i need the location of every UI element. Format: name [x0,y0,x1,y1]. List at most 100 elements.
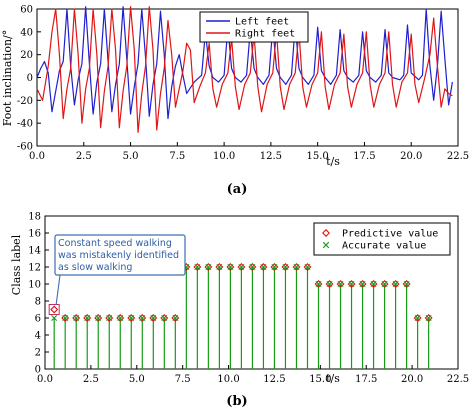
predictive-marker [325,280,334,288]
legend-label-1: Right feet [235,29,295,40]
accurate-marker [106,315,113,321]
x-tick-label: 17.5 [355,374,377,385]
predictive-marker [204,263,213,271]
x-tick-label: 20.0 [400,151,422,162]
predictive-marker [424,314,433,322]
predictive-marker [72,314,81,322]
panel-b: 0.0 2.5 5.0 7.5 10.0 12.5 15.0 17.5 20.0 22.5 0 2 4 6… [10,212,469,410]
predictive-marker [160,314,169,322]
predictive-marker [303,263,312,271]
accurate-marker [216,264,223,270]
accurate-marker [84,315,91,321]
y-tick-label: 2 [35,348,41,359]
legend-label-0: Left feet [235,17,289,28]
y-tick-label: 16 [28,229,41,240]
predictive-marker [105,314,114,322]
predictive-marker [94,314,103,322]
annotation-text-line: was mistakenly identified [58,250,179,261]
predictive-marker [83,314,92,322]
y-tick-label: 10 [28,280,41,291]
predictive-marker [61,314,70,322]
y-tick-label: 60 [20,5,33,16]
predictive-marker [259,263,268,271]
accurate-marker [392,281,399,287]
x-tick-label: 5.0 [123,151,139,162]
annotation-text-line: as slow walking [58,262,132,273]
y-tick-label: 4 [35,331,41,342]
legend-box [313,222,451,256]
accurate-marker [260,264,267,270]
accurate-marker [414,315,421,321]
y-tick-label: -20 [17,96,33,107]
accurate-marker [161,315,168,321]
y-tick-label: 6 [35,314,41,325]
accurate-marker [403,281,410,287]
accurate-marker [271,264,278,270]
accurate-marker [117,315,124,321]
y-tick-label: 40 [20,27,33,38]
annotation-text-line: Constant speed walking [58,238,172,249]
predictive-marker [171,314,180,322]
x-tick-label: 22.5 [447,151,469,162]
legend-box [199,11,309,43]
accurate-marker [282,264,289,270]
x-axis-label: t/s [326,372,340,385]
accurate-marker [425,315,432,321]
x-axis-label: t/s [326,155,340,168]
plot-frame [44,215,459,370]
predictive-marker [237,263,246,271]
accurate-marker [194,264,201,270]
y-tick-label: 12 [28,263,41,274]
y-tick-label: 14 [28,246,41,257]
legend-marker-predictive [322,229,330,237]
predictive-marker [193,263,202,271]
annotation-target-box [48,304,60,315]
panel-a: 0.0 2.5 5.0 7.5 10.0 12.5 15.0 17.5 20.0 22.5 -60 -… [1,5,469,198]
predictive-marker [314,280,323,288]
x-tick-label: 10.0 [217,374,239,385]
y-tick-label: 18 [28,212,41,223]
y-tick-label: 0 [35,365,41,376]
accurate-marker [304,264,311,270]
y-tick-label: -40 [17,119,33,130]
accurate-marker [227,264,234,270]
x-tick-label: 12.5 [260,151,282,162]
panel-caption: (a) [227,182,248,197]
accurate-marker [238,264,245,270]
accurate-marker [205,264,212,270]
y-tick-label: 20 [20,50,33,61]
legend-label-0: Predictive value [342,229,438,240]
predictive-marker [116,314,125,322]
predictive-marker [391,280,400,288]
x-tick-label: 2.5 [83,374,99,385]
annotation-box [54,234,186,276]
accurate-marker [172,315,179,321]
accurate-marker [95,315,102,321]
predictive-marker [215,263,224,271]
predictive-marker [149,314,158,322]
accurate-marker [315,281,322,287]
predictive-marker [292,263,301,271]
accurate-marker [381,281,388,287]
x-tick-label: 20.0 [401,374,423,385]
x-tick-label: 5.0 [129,374,145,385]
accurate-marker [337,281,344,287]
x-tick-label: 0.0 [29,151,45,162]
accurate-marker [73,315,80,321]
x-tick-label: 15.0 [309,374,331,385]
predictive-marker [347,280,356,288]
predictive-marker [270,263,279,271]
accurate-marker [293,264,300,270]
predictive-marker [281,263,290,271]
predictive-marker [369,280,378,288]
x-tick-label: 7.5 [169,151,185,162]
accurate-marker [150,315,157,321]
legend-label-1: Accurate value [342,241,426,252]
accurate-marker [348,281,355,287]
series-line-1 [36,6,453,133]
accurate-marker [249,264,256,270]
predictive-marker [380,280,389,288]
predictive-marker [413,314,422,322]
